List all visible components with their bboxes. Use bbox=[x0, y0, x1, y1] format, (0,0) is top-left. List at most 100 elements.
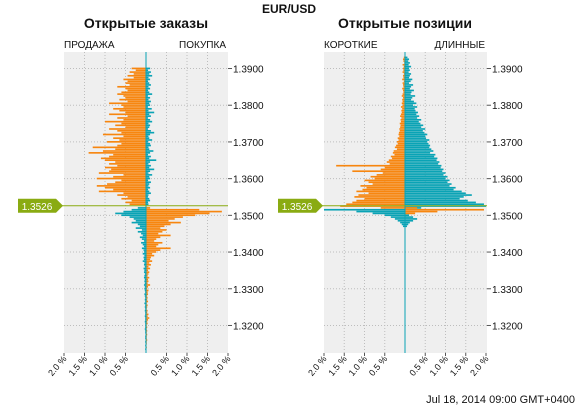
bar-left-orange bbox=[123, 118, 146, 121]
bar-right-teal bbox=[146, 153, 149, 156]
bar-left-teal bbox=[401, 223, 405, 226]
left-side-label: КОРОТКИЕ bbox=[324, 40, 378, 51]
bar-right-teal bbox=[146, 168, 155, 171]
bar-right-orange bbox=[146, 333, 148, 336]
bar-left-teal bbox=[384, 214, 405, 217]
bar-right-teal bbox=[405, 100, 414, 103]
bar-right-orange bbox=[146, 309, 148, 312]
bar-left-orange bbox=[117, 93, 146, 95]
bar-right-teal bbox=[405, 197, 460, 200]
bar-right-teal bbox=[405, 166, 441, 169]
x-tick-label: 2.0 % bbox=[306, 354, 328, 378]
bar-left-orange bbox=[123, 135, 146, 138]
bar-left-orange bbox=[123, 95, 146, 97]
bar-right-teal bbox=[146, 144, 151, 147]
bar-left-teal bbox=[144, 309, 146, 312]
bar-right-teal bbox=[405, 153, 436, 156]
bar-left-orange bbox=[117, 117, 146, 119]
bar-right-teal bbox=[405, 89, 414, 92]
bar-left-orange bbox=[358, 194, 405, 196]
x-tick-label: 1.0 % bbox=[428, 354, 450, 378]
bar-right-teal bbox=[405, 117, 418, 119]
bar-right-orange bbox=[146, 289, 149, 292]
bar-right-teal bbox=[146, 122, 149, 125]
bar-left-teal bbox=[137, 230, 146, 233]
bar-right-teal bbox=[146, 109, 149, 112]
bar-right-teal bbox=[146, 76, 149, 79]
bar-right-teal bbox=[405, 65, 412, 68]
bar-right-teal bbox=[146, 163, 149, 165]
bar-right-teal bbox=[405, 58, 410, 61]
y-tick-label: 1.3400 bbox=[233, 248, 264, 259]
bar-left-orange bbox=[401, 109, 406, 112]
bar-left-orange bbox=[125, 87, 146, 90]
bar-right-orange bbox=[146, 216, 183, 218]
bar-right-teal bbox=[146, 102, 150, 105]
bar-left-orange bbox=[98, 172, 146, 174]
bar-right-orange bbox=[146, 221, 181, 224]
bar-left-teal bbox=[141, 238, 146, 240]
bar-left-orange bbox=[370, 175, 405, 178]
bar-right-teal bbox=[405, 124, 424, 127]
x-tick-label: 2.0 % bbox=[210, 354, 232, 378]
bar-right-teal bbox=[405, 146, 430, 149]
bar-left-orange bbox=[113, 153, 146, 156]
bar-left-orange bbox=[125, 82, 146, 84]
bar-left-orange bbox=[133, 73, 146, 75]
bar-right-orange bbox=[146, 258, 151, 261]
bar-right-orange bbox=[146, 297, 148, 299]
bar-left-teal bbox=[144, 254, 146, 257]
bar-left-orange bbox=[368, 192, 405, 195]
bar-right-orange bbox=[146, 241, 163, 244]
bar-left-orange bbox=[368, 181, 405, 184]
bar-right-teal bbox=[146, 91, 150, 94]
bar-right-teal bbox=[405, 141, 428, 143]
bar-left-orange bbox=[121, 131, 146, 134]
bar-left-teal bbox=[356, 210, 405, 213]
bar-left-orange bbox=[129, 203, 146, 206]
bar-left-teal bbox=[142, 243, 146, 246]
bar-right-teal bbox=[146, 201, 149, 204]
bar-right-teal bbox=[146, 192, 151, 195]
bar-left-orange bbox=[356, 199, 405, 202]
bar-left-teal bbox=[133, 218, 146, 220]
bar-right-teal bbox=[146, 73, 150, 75]
bar-right-orange bbox=[146, 260, 153, 262]
bar-left-orange bbox=[360, 185, 405, 187]
bar-right-teal bbox=[405, 203, 484, 206]
bar-left-teal bbox=[143, 256, 146, 259]
y-tick-label: 1.3800 bbox=[492, 101, 523, 112]
y-tick-label: 1.3600 bbox=[492, 175, 523, 186]
bar-left-orange bbox=[354, 196, 406, 198]
bar-left-teal bbox=[131, 208, 146, 211]
bar-left-teal bbox=[144, 320, 146, 323]
bar-right-teal bbox=[146, 172, 149, 174]
bar-left-teal bbox=[143, 284, 146, 286]
bar-left-orange bbox=[115, 181, 146, 184]
bar-left-orange bbox=[125, 201, 146, 204]
y-tick-label: 1.3200 bbox=[492, 321, 523, 332]
x-tick-label: 2.0 % bbox=[468, 354, 490, 378]
bar-right-teal bbox=[405, 135, 426, 138]
bar-right-orange bbox=[146, 263, 151, 266]
bar-right-teal bbox=[146, 131, 155, 134]
bar-right-teal bbox=[405, 67, 410, 70]
bar-left-orange bbox=[109, 170, 146, 173]
bar-left-orange bbox=[123, 106, 146, 108]
bar-left-orange bbox=[399, 130, 406, 132]
bar-right-teal bbox=[405, 170, 443, 173]
bar-left-orange bbox=[388, 159, 405, 162]
x-tick-label: 1.5 % bbox=[67, 354, 89, 378]
bar-left-orange bbox=[389, 163, 405, 165]
bar-left-orange bbox=[113, 188, 146, 191]
bar-left-orange bbox=[119, 109, 146, 112]
bar-right-orange bbox=[146, 291, 148, 294]
bar-right-orange bbox=[146, 295, 148, 297]
bar-left-orange bbox=[117, 130, 146, 132]
bar-left-teal bbox=[143, 267, 146, 270]
y-tick-label: 1.3600 bbox=[233, 175, 264, 186]
bar-right-teal bbox=[405, 109, 416, 112]
bar-left-teal bbox=[144, 295, 146, 297]
bar-right-teal bbox=[146, 194, 149, 196]
bar-left-orange bbox=[402, 82, 405, 84]
